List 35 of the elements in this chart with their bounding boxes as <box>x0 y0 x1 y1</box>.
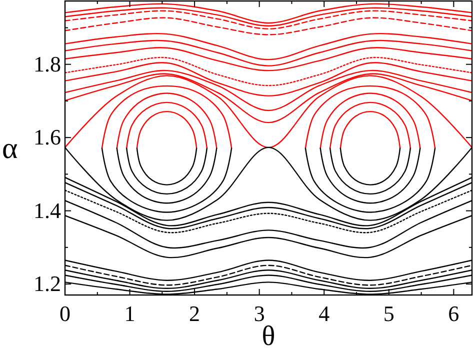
line-series <box>340 110 401 149</box>
line-series <box>126 102 208 149</box>
line-series <box>65 40 472 66</box>
y-tick-label: 1.6 <box>34 124 61 150</box>
line-series <box>304 148 436 213</box>
line-series <box>65 7 472 26</box>
line-series <box>126 148 208 195</box>
x-tick-label: 0 <box>60 301 70 326</box>
line-series <box>340 148 401 186</box>
line-series <box>65 10 472 30</box>
line-series <box>65 56 472 86</box>
line-series <box>304 85 436 149</box>
line-series <box>329 148 411 195</box>
line-series <box>136 148 198 186</box>
line-series <box>101 85 232 149</box>
y-tick-label: 1.4 <box>34 198 61 223</box>
line-series <box>136 110 198 149</box>
y-tick-label: 1.8 <box>34 51 61 76</box>
line-series <box>329 102 411 149</box>
line-series <box>116 92 218 149</box>
y-tick-label: 1.2 <box>34 271 61 296</box>
x-tick-label: 2 <box>189 301 200 326</box>
line-series <box>116 148 218 204</box>
line-series <box>101 148 232 213</box>
x-tick-label: 6 <box>448 301 460 326</box>
line-series <box>320 148 421 204</box>
line-series <box>65 32 472 60</box>
y-axis-title: α <box>2 132 18 165</box>
line-series <box>65 3 472 24</box>
x-tick-label: 1 <box>124 301 136 326</box>
x-tick-label: 5 <box>383 301 394 326</box>
x-tick-label: 4 <box>318 301 330 326</box>
line-series <box>320 92 421 149</box>
line-series <box>65 17 472 36</box>
line-series <box>65 47 472 72</box>
